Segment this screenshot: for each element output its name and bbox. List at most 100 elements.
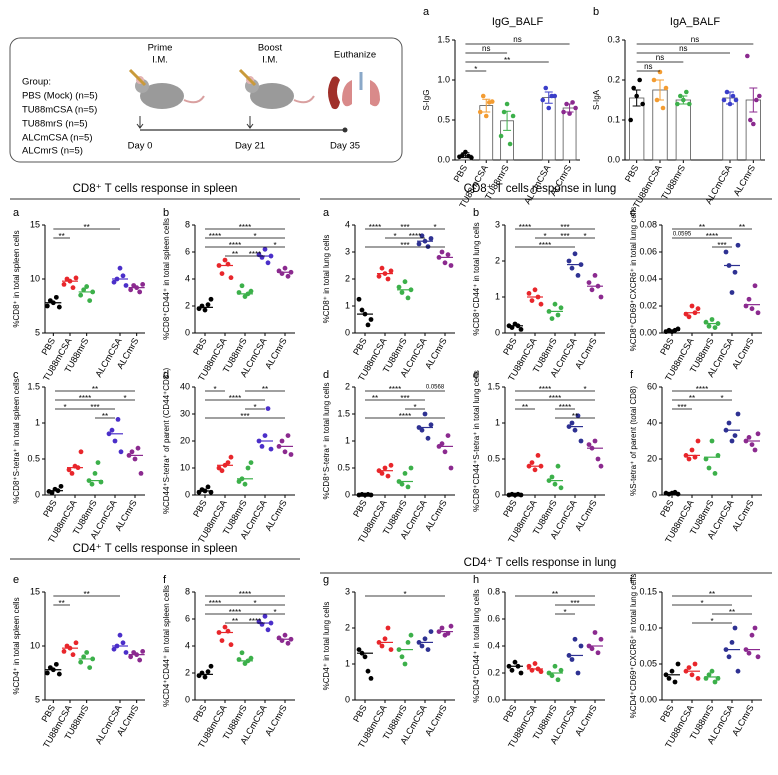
y-tick-label: 0.1 [607,114,620,124]
data-point [712,325,718,330]
data-point [572,251,578,257]
group-item: ALCmCSA (n=5) [22,133,93,144]
data-point [137,289,143,295]
data-point [538,669,544,675]
y-axis-label: %CD4⁺CD44⁺ in total spleen cells [162,585,171,707]
y-axis-label: S-IgA [592,89,601,110]
significance-label: * [720,394,723,403]
significance-label: ** [689,394,695,403]
x-tick-label: PBS [41,498,59,519]
data-point [399,654,405,660]
significance-label: * [403,590,406,599]
data-point [128,287,134,293]
y-tick-label: 0.08 [639,219,657,229]
y-axis-label: %CD8⁺CD44⁺ in total lung cells [472,222,481,335]
significance-label: * [253,403,256,412]
data-point [549,673,555,679]
y-tick-label: 2 [345,622,350,632]
data-point [572,427,578,433]
significance-label: **** [409,232,421,241]
data-point [81,287,87,293]
data-point [288,452,294,457]
data-point [575,273,581,278]
y-tick-label: 5 [35,694,40,704]
significance-label: **** [229,608,241,617]
data-point [735,242,741,248]
data-point [732,625,738,631]
data-point [428,236,434,241]
data-point [265,260,271,266]
panel-letter: b [473,207,479,219]
data-point [566,258,572,264]
data-point [578,643,584,649]
data-point [675,101,680,107]
data-point [564,101,569,107]
y-tick-label: 0.05 [639,658,657,668]
data-point [408,632,414,638]
data-point [489,99,495,104]
data-point [202,307,208,313]
data-point [379,471,385,476]
data-point [510,113,516,119]
y-tick-label: 0 [495,327,500,337]
data-point [44,670,50,676]
y-tick-label: 0.8 [487,586,500,596]
significance-label: *** [717,241,726,250]
data-point [532,467,538,473]
data-point [552,301,558,307]
significance-label: ** [552,590,558,599]
data-point [552,663,558,669]
significance-label: ** [709,590,715,599]
data-point [228,275,234,281]
data-point [282,449,288,455]
significance-label: ** [372,394,378,403]
significance-label: * [583,232,586,241]
data-point [598,294,604,300]
data-point [586,280,592,285]
data-point [382,465,388,471]
data-point [692,661,698,667]
data-point [532,287,538,293]
data-point [120,640,126,646]
data-point [727,101,733,107]
data-point [709,317,715,322]
data-point [128,654,134,660]
y-tick-label: 4 [185,640,190,650]
significance-label: *** [400,223,409,232]
data-point [469,155,474,160]
data-point [726,654,732,660]
data-point [262,433,268,438]
y-tick-label: 0.00 [639,327,657,337]
data-point [419,643,425,649]
data-point [405,295,411,301]
data-point [279,438,285,444]
panel-letter: f [163,574,167,586]
data-point [573,105,578,111]
section-title: CD4⁺ T cells response in lung [464,557,617,569]
significance-label: * [393,232,396,241]
significance-label: *** [560,223,569,232]
arrow [246,116,254,129]
panel-letter: d [323,369,329,381]
data-point [686,456,692,462]
data-point [228,642,234,648]
y-axis-label: %CD44⁺S-tetra⁺ of parent (CD44⁺CD8⁺) [162,368,171,515]
data-point [592,438,598,444]
significance-label: * [253,232,256,241]
end-dot [342,127,348,133]
y-tick-label: 10 [30,273,40,283]
x-tick-label: PBS [452,163,470,184]
significance-label: **** [696,385,708,394]
data-point [745,53,750,59]
y-tick-label: 0.5 [487,453,500,463]
data-point [552,481,558,487]
data-point [248,460,254,465]
data-point [356,296,362,302]
data-point [529,298,535,303]
y-tick-label: 1 [35,417,40,427]
data-point [425,435,431,441]
data-point [709,438,715,444]
panel-letter: a [423,6,430,18]
significance-label: **** [209,599,221,608]
significance-label: * [710,617,713,626]
